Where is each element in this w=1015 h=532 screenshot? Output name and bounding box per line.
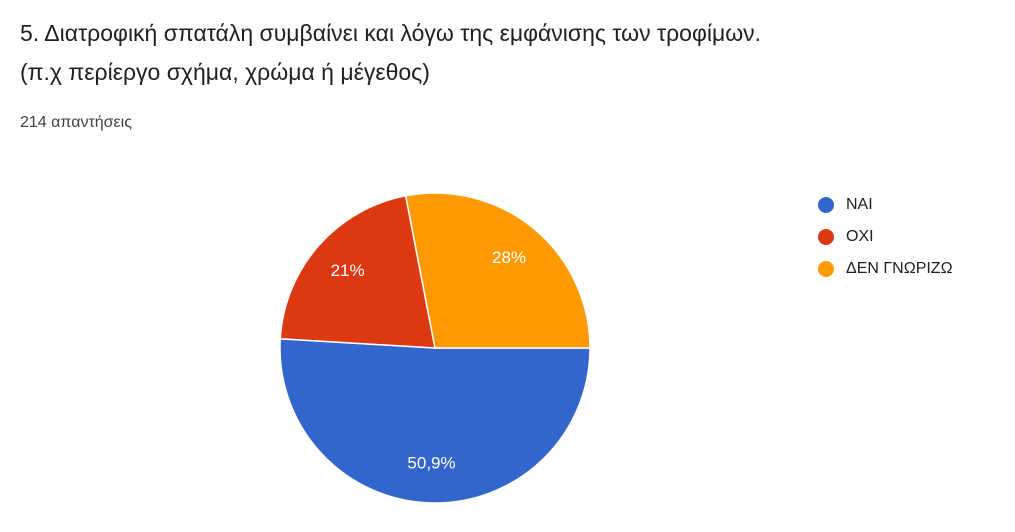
legend-marker: [818, 197, 834, 213]
value-label: 50,9%: [407, 454, 455, 473]
chart-title: 5. Διατροφική σπατάλη συμβαίνει και λόγω…: [20, 20, 761, 46]
legend-marker: [818, 261, 834, 277]
pie-slice: [279, 194, 436, 349]
chart-title: (π.χ περίεργο σχήμα, χρώμα ή μέγεθος): [20, 59, 430, 85]
value-label: 21%: [331, 261, 365, 280]
pie-slice: [279, 337, 591, 504]
legend-label: ΔΕΝ ΓΝΩΡΙΖΩ: [846, 260, 953, 277]
value-label: 28%: [492, 248, 526, 267]
response-count: 214 απαντήσεις: [20, 114, 132, 131]
pie-slice: [404, 192, 591, 349]
legend-label: ΟΧΙ: [846, 228, 874, 245]
legend-marker: [818, 229, 834, 245]
legend-label: ΝΑΙ: [846, 196, 873, 213]
